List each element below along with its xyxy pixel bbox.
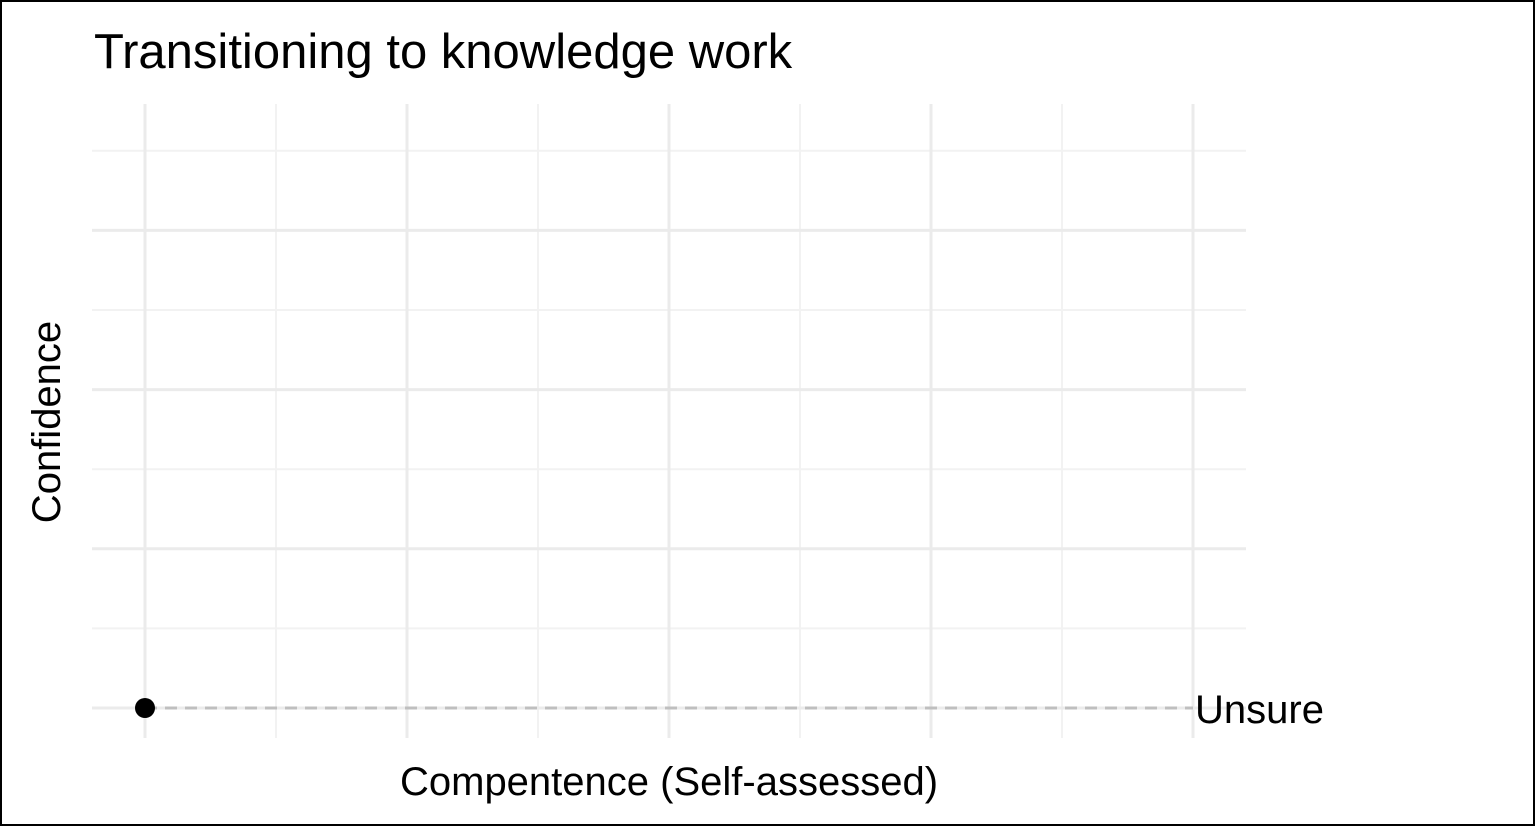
data-point [135,698,155,718]
data-points: Unsure [135,688,1324,732]
y-axis-label: Confidence [25,321,69,523]
point-label: Unsure [1195,688,1324,732]
x-axis-label: Compentence (Self-assessed) [400,760,938,804]
chart-title: Transitioning to knowledge work [94,25,793,79]
grid-lines [92,104,1246,738]
